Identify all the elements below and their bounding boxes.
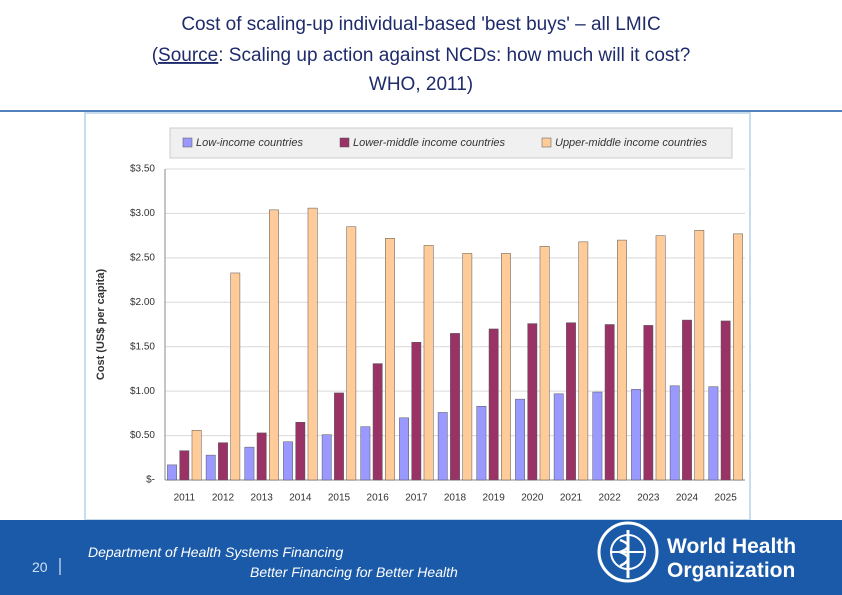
bar	[283, 441, 293, 481]
bar	[617, 239, 627, 481]
bar	[244, 446, 255, 481]
x-tick-label: 2018	[444, 493, 467, 504]
x-tick-label: 2021	[560, 493, 583, 504]
bar	[539, 246, 550, 481]
bar	[385, 238, 395, 481]
x-tick-label: 2020	[521, 493, 544, 504]
bar	[334, 392, 344, 481]
bar	[360, 426, 371, 481]
bar	[205, 454, 216, 481]
x-tick-label: 2019	[483, 493, 506, 504]
bar	[515, 398, 525, 481]
footer-band	[0, 520, 842, 595]
footer-line: Department of Health Systems Financing	[88, 544, 343, 560]
logo-text: World Health	[667, 535, 796, 558]
bar	[655, 235, 666, 481]
bar	[269, 209, 279, 481]
x-tick-label: 2015	[328, 493, 351, 504]
bar	[669, 385, 680, 481]
legend-box	[169, 127, 733, 159]
y-tick-label: $3.50	[130, 164, 155, 175]
bar	[708, 386, 719, 481]
source-text: : Scaling up action against NCDs: how mu…	[218, 45, 690, 66]
bar	[720, 320, 731, 481]
bar	[527, 323, 538, 481]
y-axis-label: Cost (US$ per capita)	[95, 269, 107, 381]
legend-swatch	[541, 137, 552, 148]
bar	[553, 393, 564, 481]
bar	[230, 272, 241, 481]
x-tick-label: 2012	[212, 493, 235, 504]
legend-label: Upper-middle income countries	[555, 137, 708, 149]
y-tick-label: $0.50	[130, 430, 155, 441]
x-tick-label: 2023	[637, 493, 660, 504]
y-tick-label: $2.00	[130, 297, 155, 308]
y-tick-label: $3.00	[130, 208, 155, 219]
y-tick-label: $1.50	[130, 341, 155, 352]
bar	[295, 421, 306, 481]
bar	[450, 333, 460, 481]
x-tick-label: 2011	[174, 493, 196, 504]
bar	[372, 363, 383, 481]
bar	[321, 434, 332, 481]
slide-title: Cost of scaling-up individual-based 'bes…	[181, 14, 660, 35]
logo-text: Organization	[667, 559, 795, 582]
y-tick-label: $1.00	[130, 386, 155, 397]
bar	[604, 324, 615, 481]
source-open: (	[152, 45, 159, 66]
bar	[462, 253, 473, 481]
bar	[411, 342, 422, 481]
legend-label: Low-income countries	[196, 137, 303, 149]
bar	[423, 245, 434, 481]
x-tick-label: 2017	[405, 493, 428, 504]
source-label: Source	[158, 45, 218, 66]
y-tick-label: $-	[146, 475, 155, 486]
legend-swatch	[339, 137, 350, 148]
y-tick-label: $2.50	[130, 252, 155, 263]
bar	[631, 389, 641, 481]
bar	[167, 464, 177, 481]
bar	[476, 405, 487, 481]
bar	[566, 322, 576, 481]
x-tick-label: 2016	[367, 493, 390, 504]
bar	[682, 319, 692, 481]
bar	[191, 429, 202, 481]
bar	[488, 328, 499, 481]
legend-swatch	[182, 137, 193, 148]
who-emblem	[597, 521, 659, 583]
bar	[592, 391, 603, 481]
x-tick-label: 2024	[676, 493, 699, 504]
bar	[643, 325, 654, 481]
x-tick-label: 2022	[599, 493, 622, 504]
bar	[346, 226, 357, 481]
slide-subtitle-end: WHO, 2011)	[369, 74, 473, 95]
bar	[501, 253, 511, 481]
bar	[179, 450, 190, 481]
x-tick-label: 2014	[289, 493, 312, 504]
legend-label: Lower-middle income countries	[353, 137, 506, 149]
x-tick-label: 2025	[715, 493, 738, 504]
x-tick-label: 2013	[251, 493, 274, 504]
bar	[578, 241, 589, 481]
bar	[399, 417, 409, 481]
bar	[307, 207, 318, 481]
bar	[218, 442, 228, 481]
chart: Cost (US$ per capita) $- $0.50 $1.00 $1.50 $2…	[95, 137, 745, 504]
bar	[694, 230, 705, 481]
page-number: 20	[32, 559, 48, 575]
bar	[733, 233, 743, 481]
slide-subtitle: (Source: Scaling up action against NCDs:…	[152, 45, 691, 66]
footer-line: Better Financing for Better Health	[250, 564, 458, 580]
bar	[256, 432, 267, 481]
bar	[437, 412, 448, 481]
